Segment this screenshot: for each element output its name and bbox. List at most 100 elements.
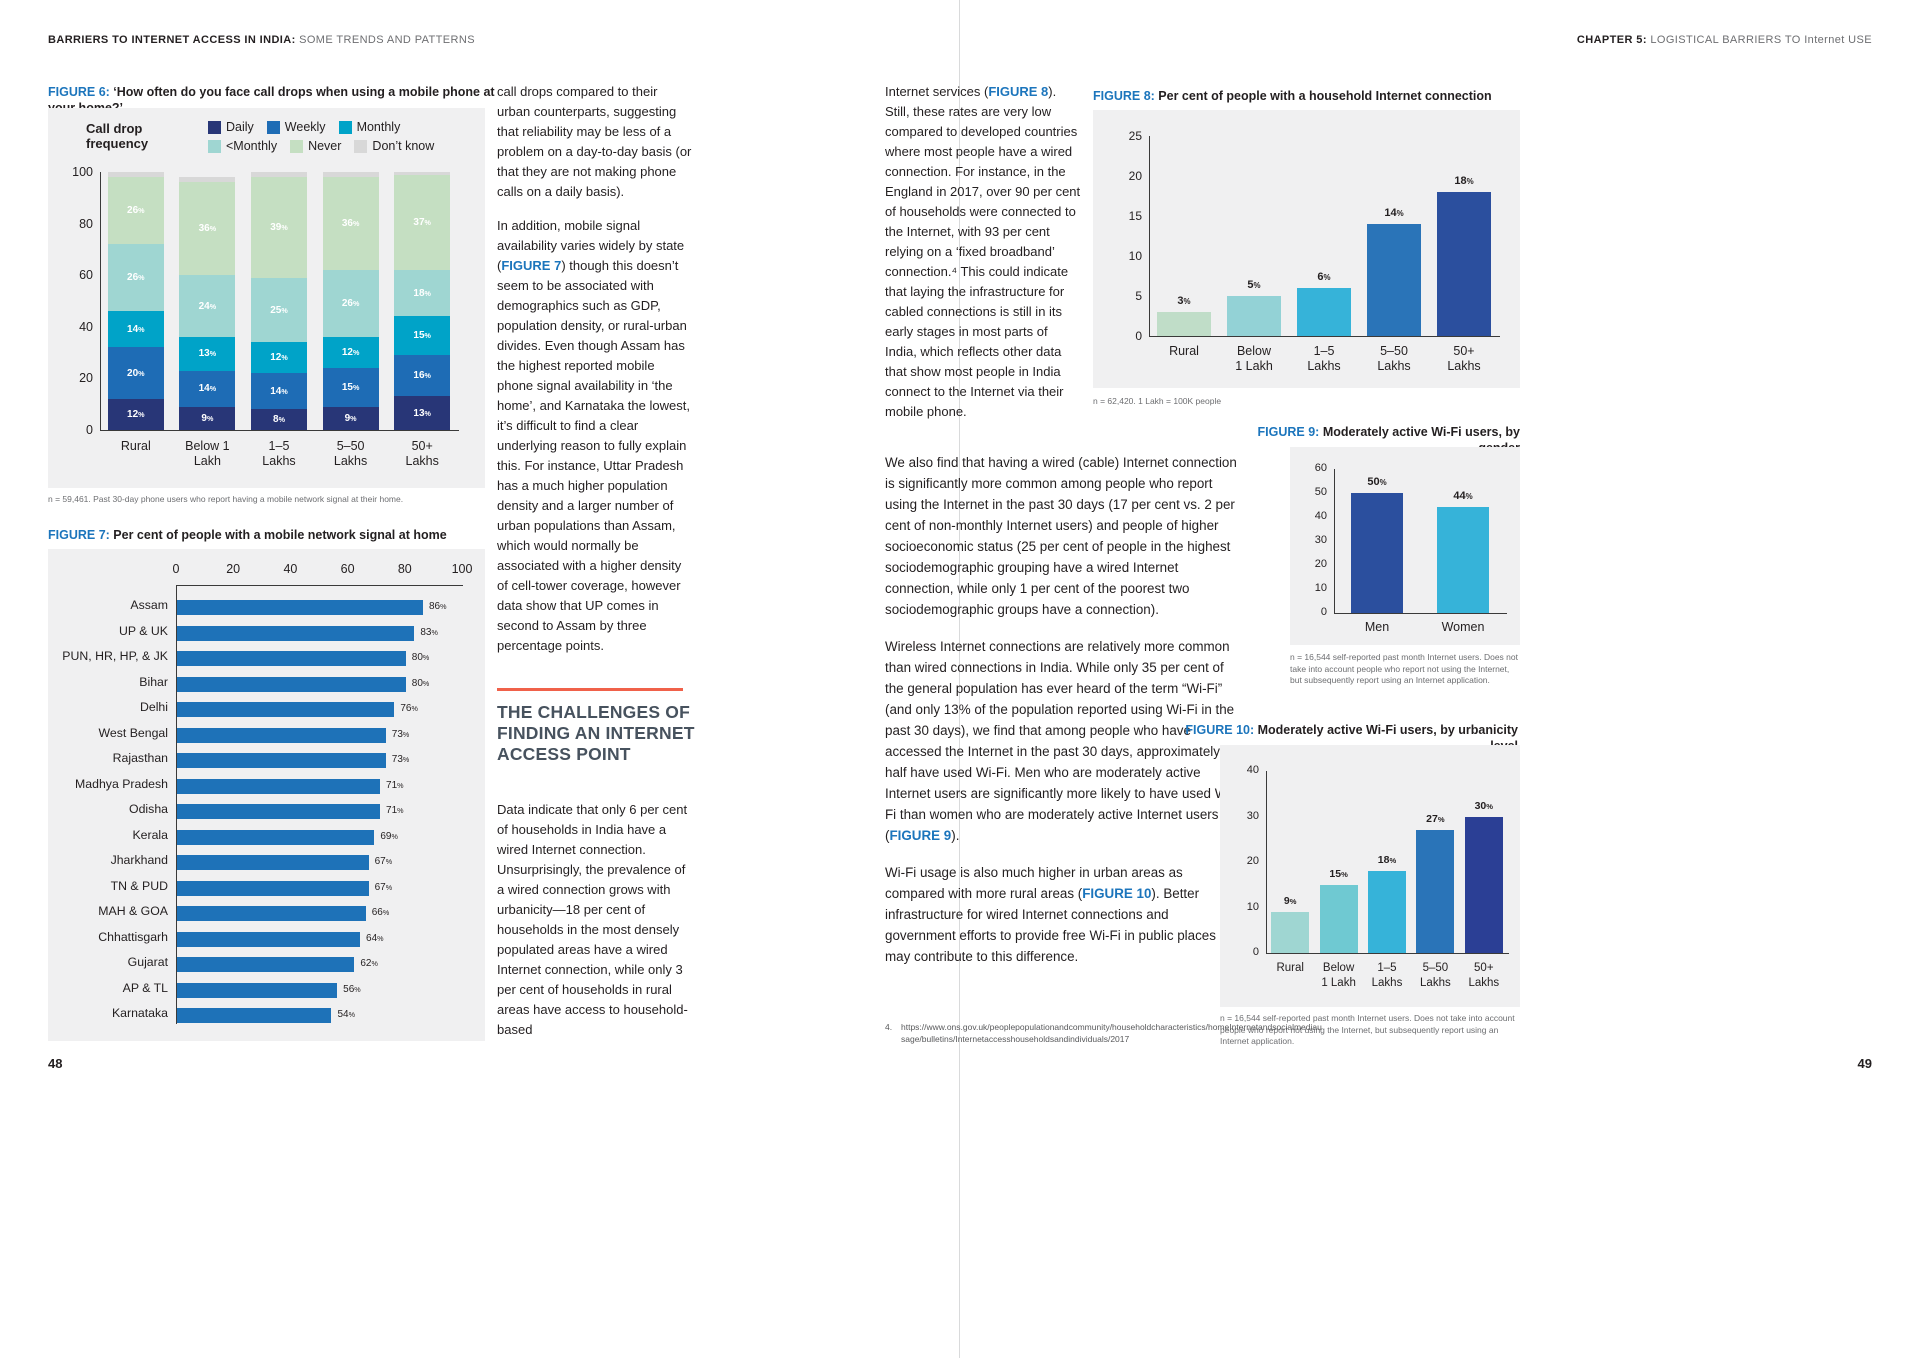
state-label: MAH & GOA (98, 904, 168, 918)
right-header-chapter: CHAPTER 5: (1576, 34, 1647, 46)
state-bar (177, 600, 423, 615)
pct: % (352, 219, 360, 229)
figref: FIGURE 7 (501, 258, 562, 273)
bar-value-label: 15% (1329, 867, 1348, 880)
x-tick-label: 0 (172, 562, 180, 576)
legend-item: Monthly (338, 120, 400, 134)
y-tick-label: 60 (1314, 462, 1327, 474)
stack-segment: 36% (179, 182, 236, 276)
pct: % (402, 755, 410, 764)
y-tick-label: 20 (1246, 855, 1259, 867)
y-tick-label: 40 (1246, 764, 1259, 776)
x-tick-label: 100 (451, 562, 473, 576)
pct: % (209, 384, 217, 394)
bar (1416, 830, 1455, 953)
pct: % (1289, 897, 1297, 907)
legend-item: Daily (208, 120, 254, 134)
stack-segment: 9% (322, 406, 379, 430)
legend-item: Weekly (266, 120, 326, 134)
pct: % (1253, 281, 1261, 290)
figure6-label: FIGURE 6: (48, 85, 110, 99)
bar (1351, 493, 1403, 613)
figure7-chart: 0 20 40 60 80 100 Assam 86% UP & UK 83% PUN, HR, H… (48, 549, 485, 1041)
figure10-label: FIGURE 10: (1185, 723, 1255, 737)
seg-label: 25% (270, 304, 288, 316)
bar (1319, 884, 1358, 953)
state-bar (177, 906, 366, 921)
stack-segment: 26% (322, 270, 379, 338)
state-label: UP & UK (119, 623, 168, 638)
stack-segment: 13% (179, 337, 236, 371)
paragraph: Internet services (FIGURE 8). Still, the… (885, 84, 1081, 419)
pct: % (1486, 801, 1493, 811)
figure9-chart: 0 10 20 30 40 50 60 50% Men 44% Women (1290, 447, 1520, 645)
state-value-label: 80% (411, 677, 430, 689)
state-bar (177, 855, 369, 870)
state-value-label: 73% (391, 754, 410, 765)
category-label: 50+ Lakhs (1447, 344, 1481, 373)
pct: % (1437, 815, 1445, 825)
y-axis-line (100, 172, 101, 430)
seg-label: 26% (341, 298, 360, 310)
pct: % (385, 857, 393, 866)
seg-label: 15% (413, 330, 431, 342)
legend-item: Never (290, 139, 341, 153)
right-running-header: CHAPTER 5: LOGISTICAL BARRIERS TO Intern… (1577, 34, 1872, 46)
y-tick-label: 30 (1246, 809, 1259, 822)
stack-segment: 12% (107, 399, 164, 430)
legend-label: Never (308, 139, 342, 153)
x-axis-line (1266, 953, 1509, 954)
stack-segment: 15% (322, 368, 379, 407)
figure8-label: FIGURE 8: (1093, 89, 1155, 103)
x-tick-label: 80 (397, 562, 412, 576)
bar-value-label: 50% (1367, 476, 1387, 488)
pct: % (350, 413, 357, 423)
middle-column-text: call drops compared to their urban count… (497, 82, 693, 670)
stack-segment: 18% (394, 270, 451, 317)
stack-segment: 39% (251, 177, 307, 278)
bar-value-label: 44% (1453, 490, 1473, 503)
pct: % (371, 959, 378, 968)
bar (1227, 296, 1281, 336)
bar-value-label: 6% (1317, 271, 1331, 283)
y-axis-line (1334, 469, 1335, 613)
pct: % (348, 1010, 355, 1019)
x-tick-label: 60 (340, 562, 355, 576)
state-label: Assam (130, 598, 168, 612)
stack-segment (179, 177, 236, 183)
right-header-subtitle: LOGISTICAL BARRIERS TO Internet USE (1646, 34, 1872, 46)
category-label: Rural (1169, 344, 1199, 358)
pct: % (397, 780, 404, 790)
pct: % (1396, 209, 1404, 218)
state-bar (177, 702, 395, 717)
legend-swatch (354, 139, 368, 153)
seg-label: 9% (201, 412, 214, 424)
stack-segment (251, 172, 307, 178)
bar-value-label: 9% (1283, 895, 1297, 908)
category-label: Women (1441, 620, 1485, 634)
pct: % (424, 408, 431, 418)
stack-segment: 14% (107, 311, 164, 348)
bar-value-label: 3% (1177, 295, 1191, 307)
category-label: 5–50 Lakhs (1377, 344, 1411, 373)
paragraph: Wi-Fi usage is also much higher in urban… (885, 865, 1216, 964)
x-axis-line (1334, 613, 1507, 614)
footnote: 4. https://www.ons.gov.uk/peoplepopulatio… (885, 1022, 1325, 1045)
state-value-label: 66% (371, 907, 390, 918)
y-tick-label: 0 (1320, 606, 1327, 618)
state-label: Madhya Pradesh (75, 776, 168, 791)
y-tick-label: 10 (1246, 900, 1259, 913)
seg-label: 26% (127, 272, 145, 284)
footnote-number: 4. (885, 1022, 893, 1032)
figure6-chart: Call drop frequency Daily Weekly Monthly <Mo… (48, 108, 485, 488)
left-header-subtitle: SOME TRENDS AND PATTERNS (295, 34, 475, 46)
bar (1368, 871, 1406, 953)
stack-segment: 20% (107, 347, 164, 400)
state-bar (177, 727, 386, 743)
state-value-label: 80% (411, 652, 430, 663)
state-value-label: 54% (337, 1009, 355, 1020)
state-value-label: 73% (391, 728, 410, 740)
pct: % (424, 217, 431, 227)
pct: % (411, 704, 418, 713)
state-bar (177, 676, 406, 692)
